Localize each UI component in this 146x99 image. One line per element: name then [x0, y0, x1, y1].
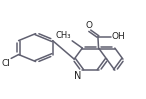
Text: Cl: Cl [2, 59, 11, 68]
Text: OH: OH [112, 32, 126, 41]
Text: CH₃: CH₃ [56, 31, 71, 40]
Text: N: N [74, 71, 81, 81]
Text: O: O [86, 21, 93, 30]
